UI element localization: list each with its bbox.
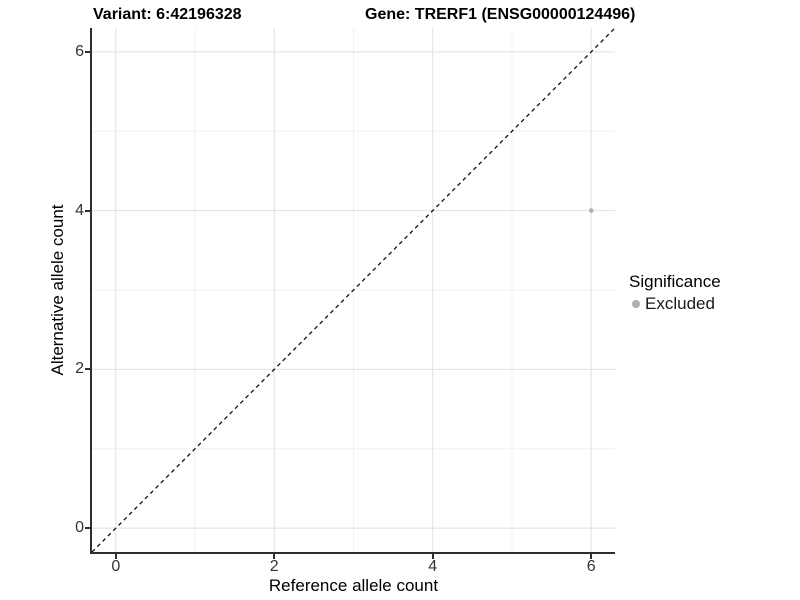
data-point [588, 208, 594, 213]
plot-canvas [92, 28, 615, 552]
x-axis-tick [114, 554, 117, 559]
x-tick-label: 2 [269, 558, 279, 575]
y-axis-tick [85, 209, 90, 212]
x-tick-label: 6 [586, 558, 596, 575]
y-tick-label: 4 [75, 201, 84, 219]
x-axis-title: Reference allele count [268, 576, 439, 595]
y-tick-label: 0 [75, 519, 84, 537]
y-tick-label: 2 [75, 360, 84, 378]
legend: Significance Excluded [629, 271, 721, 314]
x-tick-label: 0 [111, 558, 121, 575]
excluded-point-icon [632, 300, 640, 308]
y-axis-tick [85, 50, 90, 53]
x-tick-label: 4 [428, 558, 438, 575]
y-axis-tick [85, 527, 90, 530]
x-axis-tick [273, 554, 276, 559]
legend-item-excluded: Excluded [629, 294, 721, 314]
plot-title-variant: Variant: 6:42196328 [93, 6, 242, 23]
identity-line [92, 28, 615, 552]
legend-item-label: Excluded [645, 294, 715, 313]
plot-panel [90, 28, 615, 554]
y-axis-title: Alternative allele count [48, 204, 67, 376]
legend-title: Significance [629, 272, 721, 291]
x-axis-tick [431, 554, 434, 559]
y-axis-tick [85, 368, 90, 371]
plot-title-gene: Gene: TRERF1 (ENSG00000124496) [365, 6, 636, 23]
y-tick-label: 6 [75, 42, 84, 60]
x-axis-tick [590, 554, 593, 559]
